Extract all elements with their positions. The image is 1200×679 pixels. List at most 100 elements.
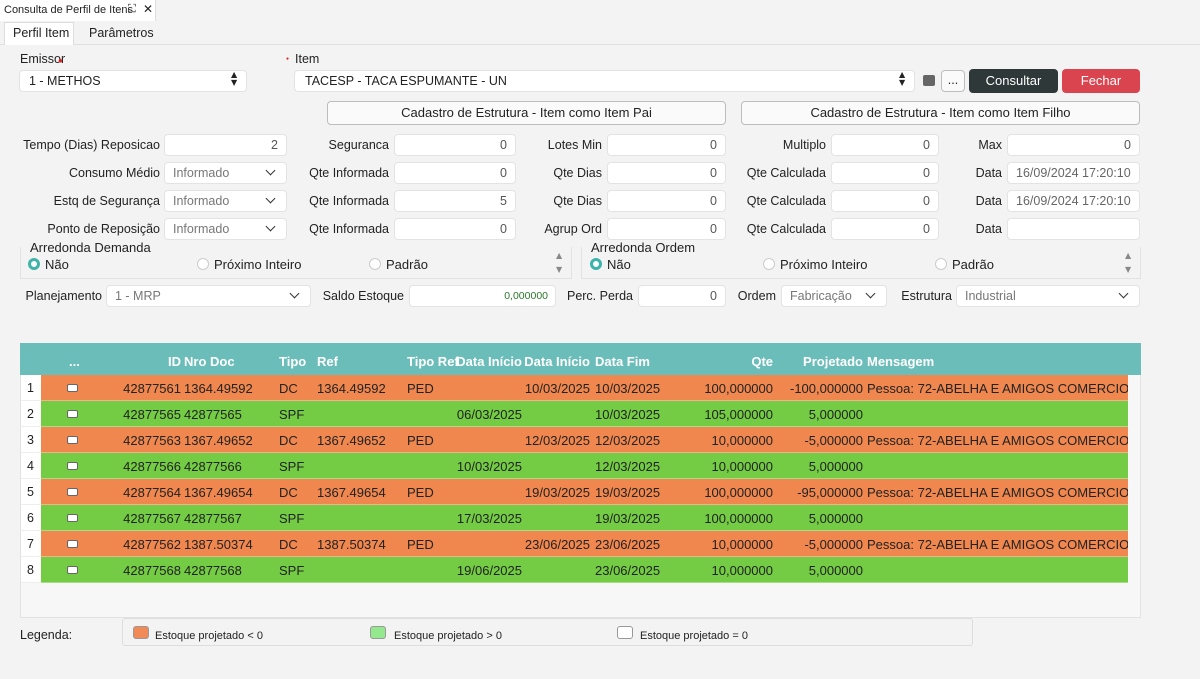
select-field[interactable]	[164, 190, 287, 212]
radio-label[interactable]: Próximo Inteiro	[780, 257, 868, 272]
cell: 1387.50374	[317, 537, 386, 552]
input-field[interactable]	[1007, 190, 1140, 212]
row-menu-icon[interactable]	[67, 410, 78, 418]
input-field[interactable]	[394, 162, 516, 184]
radio-label[interactable]: Não	[607, 257, 631, 272]
cell: SPF	[279, 407, 305, 422]
select-field[interactable]	[164, 162, 287, 184]
input-field[interactable]	[831, 218, 939, 240]
field-value: 0	[923, 194, 930, 208]
item-select[interactable]	[294, 70, 915, 92]
column-header: Projetado	[803, 354, 863, 369]
field-value: Informado	[173, 166, 230, 180]
table-row[interactable]	[41, 557, 1128, 583]
row-menu-icon[interactable]	[67, 488, 78, 496]
radio-group	[20, 247, 572, 279]
tab-strip-line	[0, 44, 1200, 45]
table-row[interactable]	[41, 427, 1128, 453]
calc-icon[interactable]	[923, 75, 935, 86]
radio[interactable]	[763, 258, 775, 270]
input-field[interactable]	[638, 285, 726, 307]
updown-icon: ▲ ▼	[231, 70, 238, 87]
radio-label[interactable]: Padrão	[952, 257, 994, 272]
select-field[interactable]	[106, 285, 311, 307]
structure-button[interactable]: Cadastro de Estrutura - Item como Item P…	[327, 101, 726, 125]
radio[interactable]	[590, 258, 602, 270]
select-field[interactable]	[956, 285, 1140, 307]
input-field[interactable]	[831, 162, 939, 184]
tab-label[interactable]: Parâmetros	[89, 26, 154, 40]
cell: 10,000000	[711, 563, 773, 578]
field-value: Fabricação	[790, 289, 852, 303]
cell: 5,000000	[808, 563, 863, 578]
input-field[interactable]	[607, 134, 726, 156]
field-label: Data	[975, 194, 1002, 208]
consultar-button[interactable]: Consultar	[969, 69, 1058, 93]
structure-button[interactable]: Cadastro de Estrutura - Item como Item F…	[741, 101, 1140, 125]
column-header: ...	[69, 354, 80, 369]
field-label: Ponto de Reposição	[47, 222, 160, 236]
scroll-arrows: ▲ ▼	[1125, 251, 1132, 274]
tab-active[interactable]	[4, 22, 74, 45]
field-value: 16/09/2024 17:20:10	[1016, 166, 1131, 180]
cell: PED	[407, 433, 434, 448]
input-field[interactable]	[394, 134, 516, 156]
input-field[interactable]	[1007, 218, 1140, 240]
column-header: Data Início	[524, 354, 590, 369]
field-value: 0	[710, 222, 717, 236]
close-icon[interactable]: ✕	[143, 2, 154, 16]
field-value: 0	[923, 138, 930, 152]
more-button[interactable]: ...	[941, 70, 965, 92]
column-header: Tipo Ref	[407, 354, 459, 369]
radio[interactable]	[369, 258, 381, 270]
table-row[interactable]	[41, 375, 1128, 401]
row-menu-icon[interactable]	[67, 384, 78, 392]
cell: DC	[279, 485, 298, 500]
input-field[interactable]	[409, 285, 556, 307]
maximize-icon[interactable]: ⛶	[128, 3, 136, 15]
row-menu-icon[interactable]	[67, 462, 78, 470]
table-row[interactable]	[41, 479, 1128, 505]
radio-label[interactable]: Não	[45, 257, 69, 272]
input-field[interactable]	[1007, 162, 1140, 184]
row-menu-icon[interactable]	[67, 436, 78, 444]
cell: 42877561	[123, 381, 181, 396]
select-field[interactable]	[781, 285, 887, 307]
cell: 1364.49592	[317, 381, 386, 396]
input-field[interactable]	[831, 190, 939, 212]
table-row[interactable]	[41, 531, 1128, 557]
table-row[interactable]	[41, 401, 1128, 427]
input-field[interactable]	[607, 190, 726, 212]
row-menu-icon[interactable]	[67, 540, 78, 548]
field-label: Data	[975, 166, 1002, 180]
column-header: Tipo	[279, 354, 307, 369]
cell: 1364.49592	[184, 381, 253, 396]
field-label: Agrup Ord	[544, 222, 602, 236]
radio-label[interactable]: Padrão	[386, 257, 428, 272]
input-field[interactable]	[607, 162, 726, 184]
radio-label[interactable]: Próximo Inteiro	[214, 257, 302, 272]
input-field[interactable]	[164, 134, 287, 156]
tab-label[interactable]: Perfil Item	[13, 26, 70, 40]
cell: 1367.49652	[184, 433, 253, 448]
input-field[interactable]	[394, 218, 516, 240]
table-header	[20, 343, 1141, 375]
input-field[interactable]	[831, 134, 939, 156]
row-number-cell	[21, 427, 41, 453]
select-field[interactable]	[164, 218, 287, 240]
radio[interactable]	[197, 258, 209, 270]
row-menu-icon[interactable]	[67, 514, 78, 522]
emissor-select[interactable]	[19, 70, 247, 92]
radio[interactable]	[28, 258, 40, 270]
cell: 12/03/2025	[595, 433, 661, 448]
input-field[interactable]	[607, 218, 726, 240]
radio[interactable]	[935, 258, 947, 270]
table-row[interactable]	[41, 505, 1128, 531]
fechar-button[interactable]: Fechar	[1062, 69, 1140, 93]
scroll-arrows: ▲ ▼	[556, 251, 563, 274]
row-menu-icon[interactable]	[67, 566, 78, 574]
input-field[interactable]	[394, 190, 516, 212]
table-row[interactable]	[41, 453, 1128, 479]
input-field[interactable]	[1007, 134, 1140, 156]
